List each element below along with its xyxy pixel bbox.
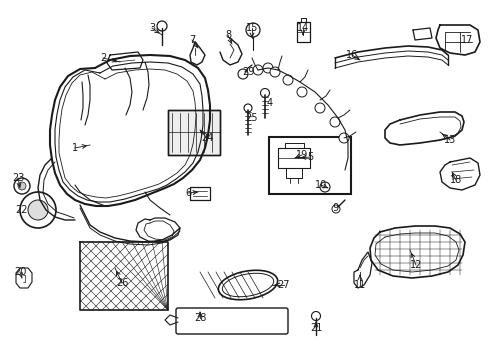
Text: 24: 24 — [201, 133, 213, 143]
Text: 22: 22 — [16, 205, 28, 215]
Circle shape — [260, 89, 269, 98]
Circle shape — [329, 117, 339, 127]
Text: 8: 8 — [224, 30, 231, 40]
Text: 28: 28 — [193, 313, 206, 323]
Text: 3: 3 — [149, 23, 155, 33]
Text: 17: 17 — [460, 35, 472, 45]
Text: 21: 21 — [309, 323, 322, 333]
Text: 27: 27 — [277, 280, 290, 290]
Text: 11: 11 — [353, 280, 366, 290]
Text: 16: 16 — [345, 50, 357, 60]
Text: 26: 26 — [116, 278, 128, 288]
Text: 1: 1 — [72, 143, 78, 153]
Ellipse shape — [218, 270, 277, 300]
Circle shape — [18, 182, 26, 190]
Circle shape — [269, 67, 280, 77]
Text: 14: 14 — [296, 23, 308, 33]
Text: 23: 23 — [12, 173, 24, 183]
Circle shape — [283, 75, 292, 85]
FancyBboxPatch shape — [268, 137, 350, 194]
Ellipse shape — [222, 273, 273, 297]
Circle shape — [157, 21, 167, 31]
Circle shape — [311, 311, 320, 320]
Circle shape — [238, 69, 247, 79]
Circle shape — [319, 182, 329, 192]
Circle shape — [263, 63, 272, 73]
Text: 19: 19 — [295, 150, 307, 160]
Text: 7: 7 — [188, 35, 195, 45]
Circle shape — [245, 23, 260, 37]
Circle shape — [244, 104, 251, 112]
Circle shape — [14, 178, 30, 194]
FancyBboxPatch shape — [176, 308, 287, 334]
Text: 5: 5 — [306, 152, 312, 162]
Text: 20: 20 — [14, 267, 26, 277]
Text: 10: 10 — [314, 180, 326, 190]
Circle shape — [338, 133, 348, 143]
Text: 25: 25 — [245, 113, 258, 123]
Circle shape — [314, 103, 325, 113]
Text: 4: 4 — [266, 98, 272, 108]
Text: 9: 9 — [331, 203, 337, 213]
Circle shape — [331, 205, 339, 213]
Text: 6: 6 — [184, 188, 191, 198]
Text: 18: 18 — [449, 175, 461, 185]
Circle shape — [28, 200, 48, 220]
Bar — [168, 110, 220, 155]
Text: 15: 15 — [245, 23, 258, 33]
Text: 12: 12 — [409, 260, 421, 270]
Text: 29: 29 — [242, 67, 254, 77]
Circle shape — [252, 65, 263, 75]
Circle shape — [296, 87, 306, 97]
Text: 13: 13 — [443, 135, 455, 145]
Text: 2: 2 — [100, 53, 106, 63]
Circle shape — [20, 192, 56, 228]
